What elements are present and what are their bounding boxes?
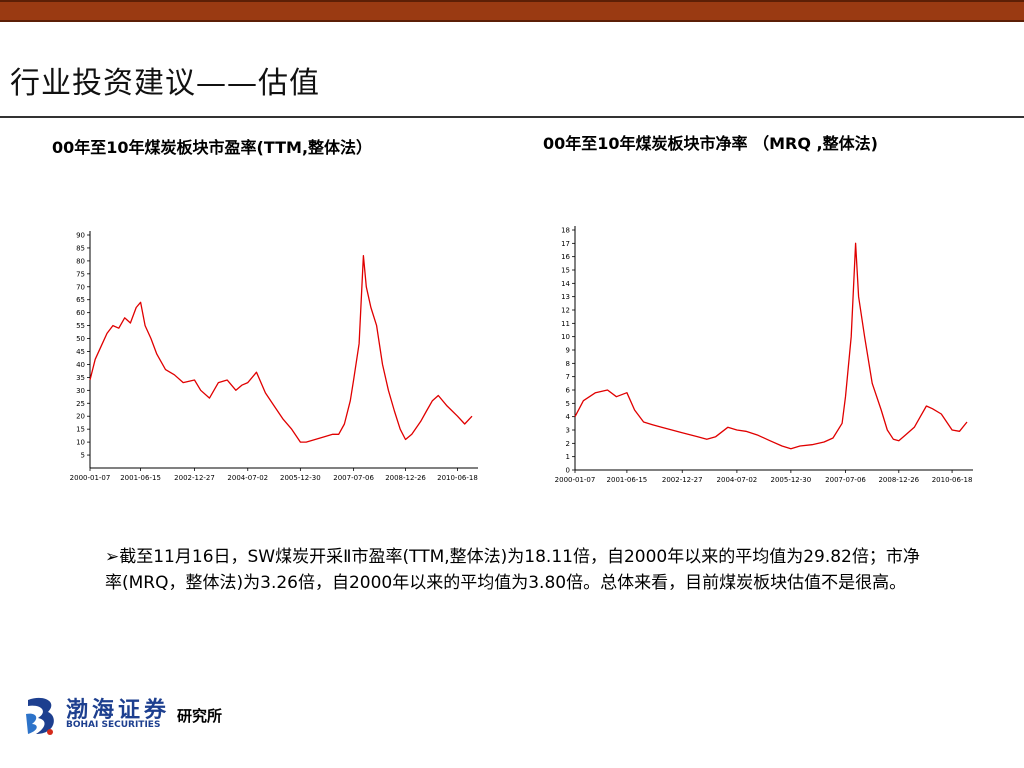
x-tick-label: 2008-12-26 bbox=[385, 474, 426, 482]
y-tick-label: 40 bbox=[76, 361, 85, 369]
x-tick-label: 2007-07-06 bbox=[825, 476, 866, 484]
x-tick-label: 2004-07-02 bbox=[227, 474, 268, 482]
y-tick-label: 65 bbox=[76, 296, 85, 304]
y-tick-label: 10 bbox=[76, 439, 85, 447]
title-divider bbox=[0, 116, 1024, 118]
logo-chinese-name: 渤海证券 bbox=[66, 697, 171, 723]
x-tick-label: 2002-12-27 bbox=[662, 476, 703, 484]
y-tick-label: 10 bbox=[561, 333, 570, 341]
y-tick-label: 45 bbox=[76, 348, 85, 356]
logo-english-name: BOHAI SECURITIES bbox=[66, 720, 161, 730]
y-tick-label: 5 bbox=[81, 452, 85, 460]
x-tick-label: 2000-01-07 bbox=[555, 476, 596, 484]
x-tick-label: 2010-06-18 bbox=[932, 476, 973, 484]
y-tick-label: 13 bbox=[561, 293, 570, 301]
y-tick-label: 3 bbox=[566, 427, 570, 435]
y-tick-label: 60 bbox=[76, 309, 85, 317]
x-tick-label: 2001-06-15 bbox=[120, 474, 161, 482]
x-tick-label: 2002-12-27 bbox=[174, 474, 215, 482]
y-tick-label: 35 bbox=[76, 374, 85, 382]
logo-department: 研究所 bbox=[177, 707, 223, 725]
pe-chart: 5 10 15 20 25 30 35 40 45 50 55 60 65 70 75 80 85 90 2000-… bbox=[70, 231, 478, 482]
y-tick-label: 9 bbox=[566, 347, 570, 355]
x-tick-label: 2008-12-26 bbox=[878, 476, 919, 484]
y-tick-label: 85 bbox=[76, 244, 85, 252]
y-tick-label: 14 bbox=[561, 280, 570, 288]
y-tick-label: 25 bbox=[76, 400, 85, 408]
x-tick-label: 2005-12-30 bbox=[771, 476, 812, 484]
y-tick-label: 55 bbox=[76, 322, 85, 330]
y-tick-label: 8 bbox=[566, 360, 570, 368]
x-tick-label: 2001-06-15 bbox=[607, 476, 648, 484]
header-bar bbox=[0, 0, 1024, 22]
company-logo: 渤海证券 BOHAI SECURITIES 研究所 bbox=[22, 692, 242, 742]
chart-title-pb: 00年至10年煤炭板块市净率 （MRQ ,整体法) bbox=[543, 134, 878, 153]
y-tick-label: 90 bbox=[76, 232, 85, 240]
y-tick-label: 1 bbox=[566, 453, 570, 461]
y-tick-label: 11 bbox=[561, 320, 570, 328]
y-tick-label: 2 bbox=[566, 440, 570, 448]
y-tick-label: 7 bbox=[566, 373, 570, 381]
chart-title-pe: 00年至10年煤炭板块市盈率(TTM,整体法） bbox=[52, 138, 373, 157]
y-tick-label: 0 bbox=[566, 467, 570, 475]
y-tick-label: 17 bbox=[561, 240, 570, 248]
valuation-note: ➢截至11月16日，SW煤炭开采Ⅱ市盈率(TTM,整体法)为18.11倍，自20… bbox=[105, 547, 920, 593]
x-tick-label: 2000-01-07 bbox=[70, 474, 111, 482]
y-tick-label: 75 bbox=[76, 270, 85, 278]
y-tick-label: 5 bbox=[566, 400, 570, 408]
x-tick-label: 2005-12-30 bbox=[280, 474, 321, 482]
y-tick-label: 80 bbox=[76, 257, 85, 265]
y-tick-label: 15 bbox=[561, 267, 570, 275]
series-line bbox=[89, 255, 473, 443]
y-tick-label: 6 bbox=[566, 387, 571, 395]
series-line bbox=[574, 242, 968, 450]
x-tick-label: 2007-07-06 bbox=[333, 474, 374, 482]
y-tick-label: 12 bbox=[561, 307, 570, 315]
bohai-logo-icon bbox=[26, 697, 54, 735]
y-tick-label: 50 bbox=[76, 335, 85, 343]
y-tick-label: 15 bbox=[76, 426, 85, 434]
x-tick-label: 2004-07-02 bbox=[717, 476, 758, 484]
y-tick-label: 16 bbox=[561, 253, 570, 261]
x-tick-label: 2010-06-18 bbox=[437, 474, 478, 482]
y-tick-label: 70 bbox=[76, 283, 85, 291]
y-tick-label: 4 bbox=[566, 413, 571, 421]
y-tick-label: 20 bbox=[76, 413, 85, 421]
page-title: 行业投资建议——估值 bbox=[10, 66, 320, 101]
y-tick-label: 18 bbox=[561, 227, 570, 235]
y-tick-label: 30 bbox=[76, 387, 85, 395]
